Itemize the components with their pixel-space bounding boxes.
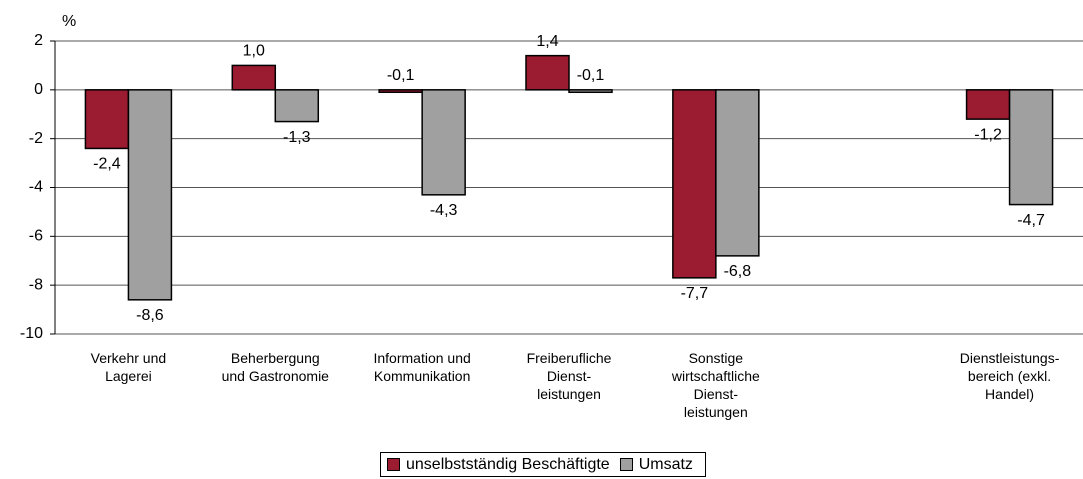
value-label: 1,0 xyxy=(243,43,265,60)
bar xyxy=(715,89,760,257)
bar xyxy=(672,89,717,279)
bar xyxy=(127,89,173,301)
value-label: -7,7 xyxy=(681,285,709,302)
x-tick-label: Freiberufliche Dienst- leistungen xyxy=(526,350,612,402)
value-label: 1,4 xyxy=(536,33,558,50)
legend: unselbstständig Beschäftigte Umsatz xyxy=(380,452,706,477)
value-label: -4,3 xyxy=(430,202,458,219)
y-tick-label: 0 xyxy=(34,81,43,98)
legend-swatch xyxy=(387,458,400,471)
y-tick-label: -4 xyxy=(29,179,43,196)
x-tick-label: Sonstige wirtschaftliche Dienst- leistun… xyxy=(671,350,760,420)
y-tick-label: -2 xyxy=(29,130,43,147)
legend-label: Umsatz xyxy=(638,455,693,473)
value-label: -2,4 xyxy=(93,156,121,173)
bar xyxy=(231,64,277,91)
x-tick-label: Dienstleistungs- bereich (exkl. Handel) xyxy=(959,350,1060,402)
bar xyxy=(1008,89,1054,206)
x-tick-label: Verkehr und Lagerei xyxy=(90,350,167,384)
bar xyxy=(378,89,423,94)
value-label: -6,8 xyxy=(724,263,752,280)
value-label: -0,1 xyxy=(387,67,415,84)
bar xyxy=(525,54,570,91)
value-label: -4,7 xyxy=(1017,212,1045,229)
value-label: -8,6 xyxy=(136,307,164,324)
value-label: -1,2 xyxy=(974,126,1002,143)
y-tick-label: -6 xyxy=(29,228,43,245)
bar xyxy=(84,89,130,150)
y-axis-label: % xyxy=(62,13,76,30)
y-tick-label: -8 xyxy=(29,276,43,293)
value-label: -1,3 xyxy=(283,129,311,146)
y-tick-label: -10 xyxy=(20,325,43,342)
legend-swatch xyxy=(619,458,633,471)
x-tick-label: Beherbergung und Gastronomie xyxy=(221,350,329,384)
bar xyxy=(274,89,320,123)
x-tick-label: Information und Kommunikation xyxy=(373,350,471,384)
legend-label: unselbstständig Beschäftigte xyxy=(406,455,610,473)
bar xyxy=(965,89,1011,120)
value-label: -0,1 xyxy=(577,67,605,84)
bar xyxy=(421,89,466,196)
y-tick-label: 2 xyxy=(34,32,43,49)
bar xyxy=(568,89,613,94)
